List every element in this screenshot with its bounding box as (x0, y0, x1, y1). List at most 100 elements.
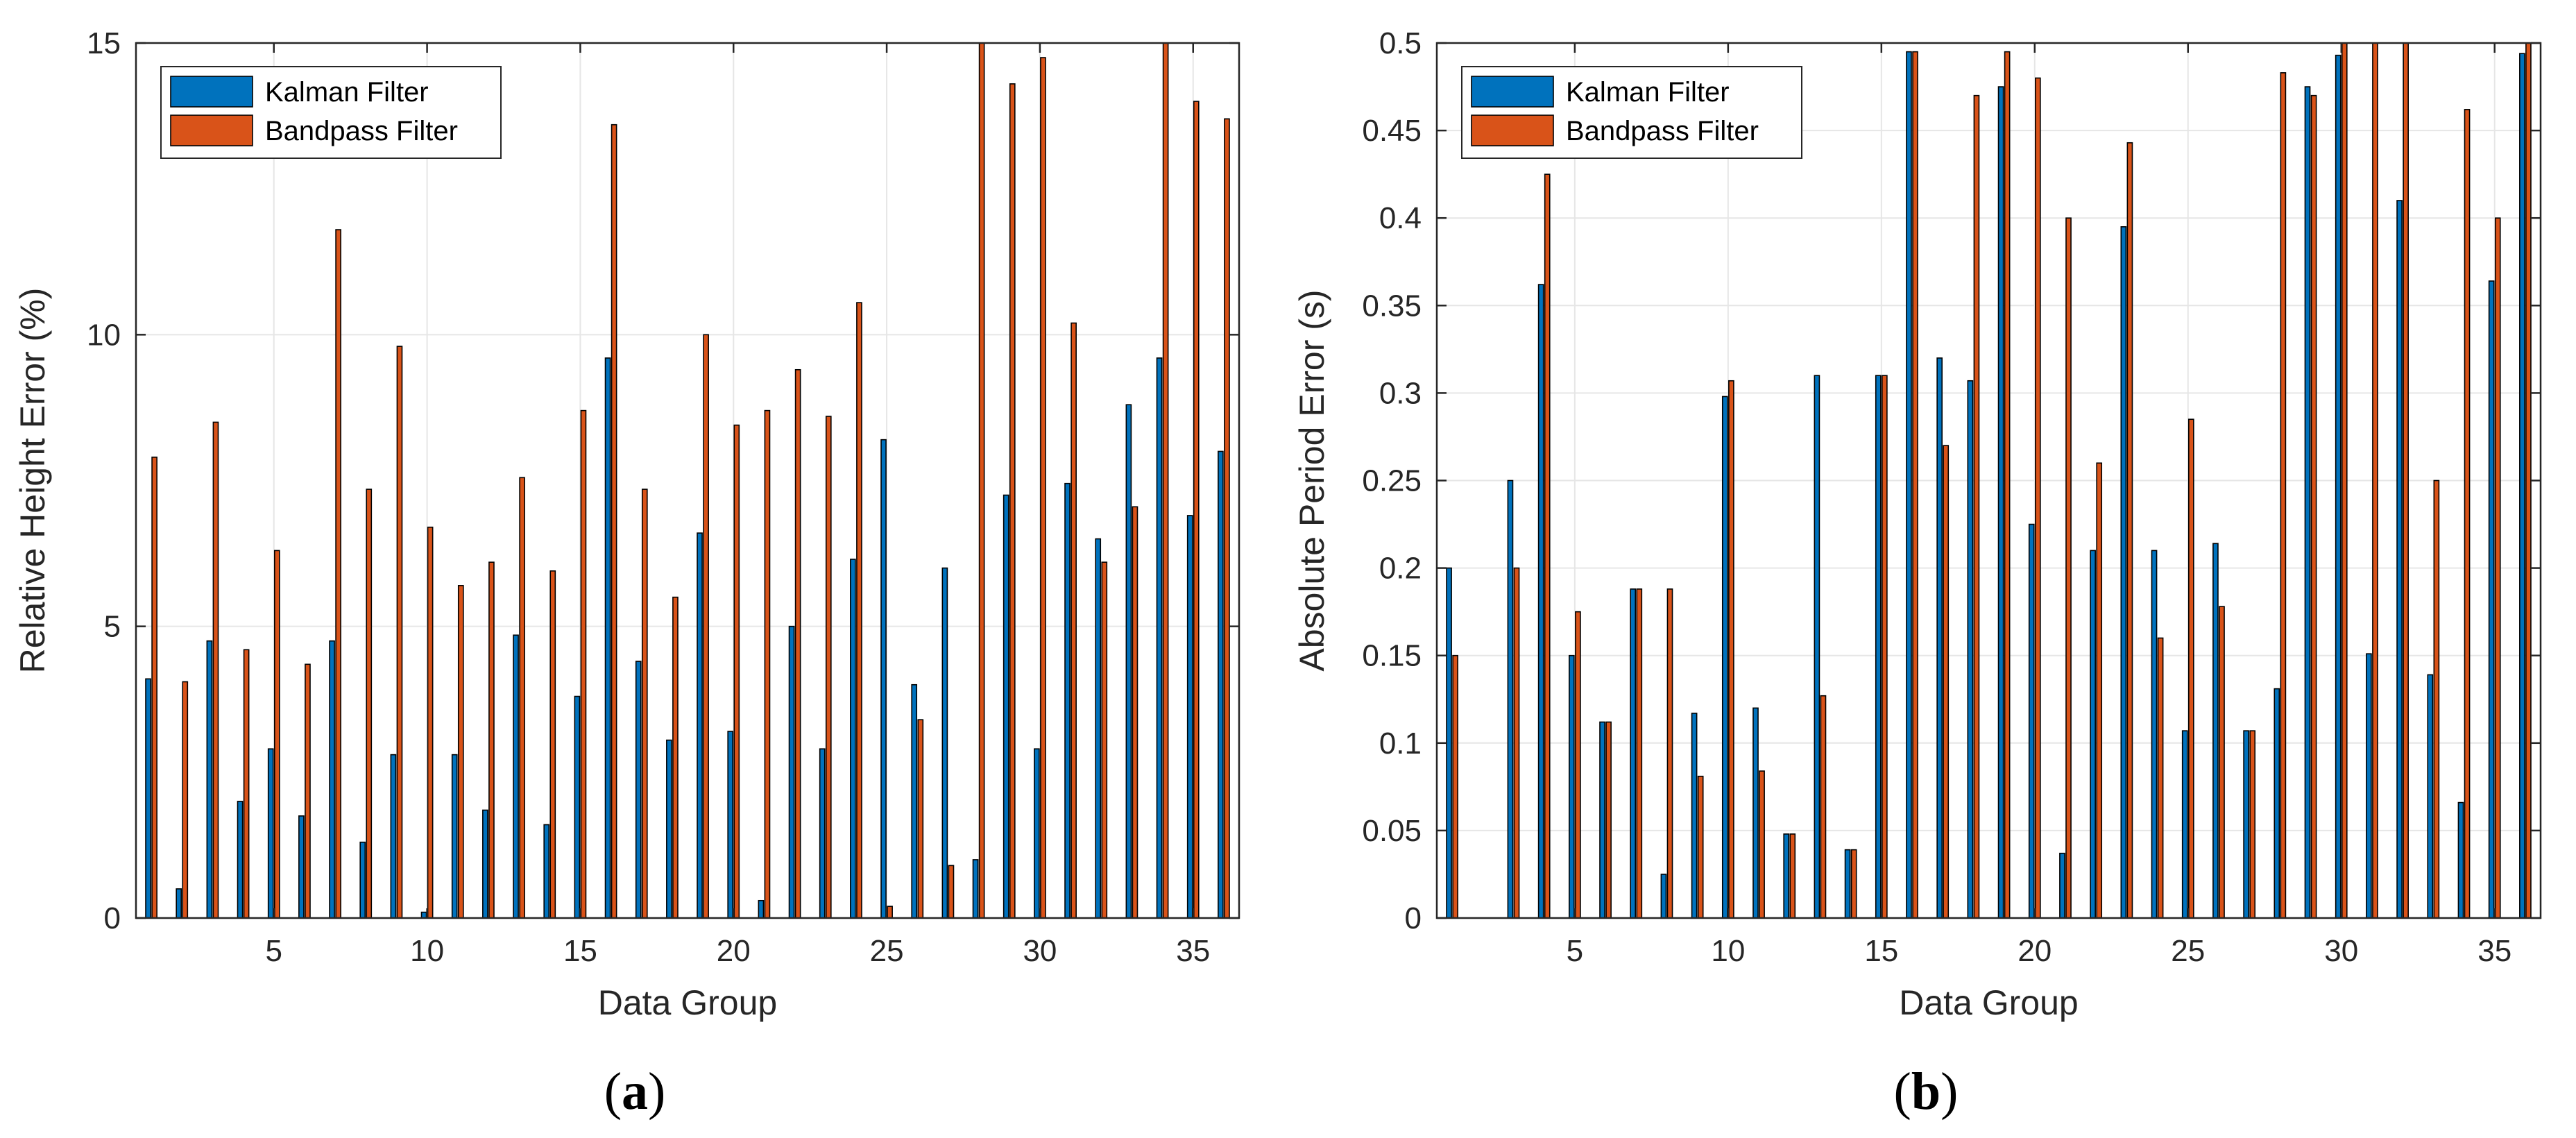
bandpass-bar-22 (2096, 462, 2103, 919)
y-axis-label: Relative Height Error (%) (13, 288, 52, 674)
kalman-bar-6 (1599, 721, 1605, 919)
kalman-bar-29 (2304, 86, 2311, 919)
x-tick-label: 5 (266, 934, 282, 968)
kalman-bar-28 (2274, 688, 2280, 919)
bandpass-bar-32 (1101, 561, 1108, 919)
legend-swatch-kalman (170, 76, 253, 108)
bandpass-bar-15 (1882, 375, 1888, 919)
kalman-bar-9 (1691, 713, 1698, 919)
kalman-bar-19 (1997, 86, 2004, 919)
panel-label-letter: a (622, 1062, 648, 1121)
kalman-bar-24 (850, 559, 856, 919)
x-tick-label: 10 (1711, 934, 1745, 968)
x-axis: 5 10 15 20 25 30 35 (266, 43, 1210, 968)
legend-swatch-bandpass (1471, 114, 1554, 146)
bandpass-bar-13 (519, 477, 525, 919)
kalman-bar-30 (2335, 54, 2342, 919)
bandpass-bar-6 (1605, 721, 1612, 919)
kalman-bar-8 (359, 841, 366, 919)
kalman-bar-4 (237, 801, 244, 919)
kalman-bar-36 (1218, 450, 1224, 919)
y-axis-label: Absolute Period Error (s) (1293, 289, 1331, 671)
kalman-bar-28 (972, 859, 979, 919)
kalman-bar-14 (543, 824, 550, 919)
bandpass-bar-9 (1697, 775, 1704, 919)
bandpass-bar-1 (151, 457, 157, 919)
x-tick-label: 30 (1023, 934, 1057, 968)
y-axis: 0 0.05 0.1 0.15 0.2 0.25 0.3 0.35 0.4 0.45 0.5 (1362, 26, 2541, 935)
legend-swatch-kalman (1471, 76, 1554, 108)
x-tick-label: 5 (1567, 934, 1583, 968)
bandpass-bar-18 (672, 596, 679, 919)
kalman-bar-18 (1967, 380, 1974, 919)
kalman-bar-13 (1814, 375, 1820, 919)
bandpass-bar-26 (2219, 606, 2225, 919)
plot-area (136, 43, 1239, 918)
y-tick-label: 0.25 (1362, 464, 1422, 498)
bandpass-bar-11 (457, 585, 464, 919)
bandpass-bar-18 (1973, 94, 1980, 919)
axes-box (135, 42, 1240, 919)
kalman-bar-12 (1783, 833, 1790, 919)
x-axis-label: Data Group (598, 983, 777, 1022)
x-tick-label: 35 (1176, 934, 1210, 968)
bandpass-bar-10 (1728, 380, 1734, 919)
kalman-bar-17 (635, 661, 642, 919)
bandpass-bar-30 (1040, 57, 1046, 919)
y-axis: 0 5 10 15 (87, 26, 1239, 935)
kalman-bar-21 (758, 899, 765, 919)
y-tick-label: 0.45 (1362, 114, 1422, 148)
kalman-bar-15 (1875, 375, 1882, 919)
bandpass-bar-25 (2187, 418, 2194, 919)
y-tick-label: 15 (87, 26, 121, 60)
y-tick-label: 0.35 (1362, 289, 1422, 323)
legend-label-bandpass: Bandpass Filter (1566, 116, 1759, 146)
kalman-bar-31 (1064, 482, 1071, 919)
bandpass-bar-17 (641, 489, 648, 919)
kalman-bar-2 (176, 888, 182, 919)
bandpass-bar-30 (2341, 42, 2348, 919)
bandpass-bar-8 (366, 489, 373, 919)
kalman-bar-11 (451, 754, 458, 919)
bandpass-bar-15 (580, 409, 587, 919)
x-tick-label: 20 (717, 934, 751, 968)
bandpass-bar-31 (1071, 322, 1077, 919)
bandpass-bar-36 (1224, 118, 1230, 919)
bandpass-bar-35 (2494, 217, 2501, 919)
bandpass-bar-6 (305, 663, 311, 919)
bandpass-bar-27 (948, 865, 955, 919)
kalman-bar-27 (941, 567, 948, 919)
panel-label-letter: b (1911, 1062, 1940, 1121)
kalman-bar-1 (145, 678, 151, 919)
kalman-bar-30 (1034, 748, 1040, 919)
kalman-bar-3 (206, 640, 213, 919)
x-tick-label: 20 (2018, 934, 2052, 968)
y-tick-label: 0.5 (1379, 26, 1422, 60)
y-tick-label: 0 (104, 901, 121, 935)
kalman-bar-33 (2427, 674, 2434, 919)
panel-label: (a) (604, 1062, 666, 1121)
bandpass-bar-31 (2372, 42, 2378, 919)
y-tick-label: 0.1 (1379, 727, 1422, 761)
bandpass-bar-7 (1636, 588, 1643, 919)
bandpass-bar-14 (1850, 849, 1857, 919)
kalman-bar-25 (2181, 730, 2188, 919)
bandpass-bar-36 (2525, 42, 2532, 919)
bandpass-bar-8 (1666, 588, 1673, 919)
legend: Kalman Filter Bandpass Filter (160, 66, 502, 159)
kalman-bar-10 (1721, 396, 1728, 919)
panel-label-open-paren: ( (604, 1062, 622, 1121)
kalman-bar-20 (727, 731, 734, 919)
bandpass-bar-21 (2065, 217, 2072, 919)
bandpass-bar-19 (703, 334, 709, 919)
x-tick-label: 25 (2171, 934, 2205, 968)
bandpass-bar-12 (1789, 833, 1796, 919)
kalman-bar-15 (574, 695, 581, 919)
kalman-bar-5 (267, 748, 274, 919)
bandpass-bar-24 (2157, 637, 2164, 919)
x-tick-label: 15 (1864, 934, 1898, 968)
bandpass-bar-2 (182, 681, 189, 919)
bandpass-bar-25 (887, 906, 893, 919)
legend-label-kalman: Kalman Filter (1566, 77, 1730, 108)
kalman-bar-16 (604, 357, 611, 919)
